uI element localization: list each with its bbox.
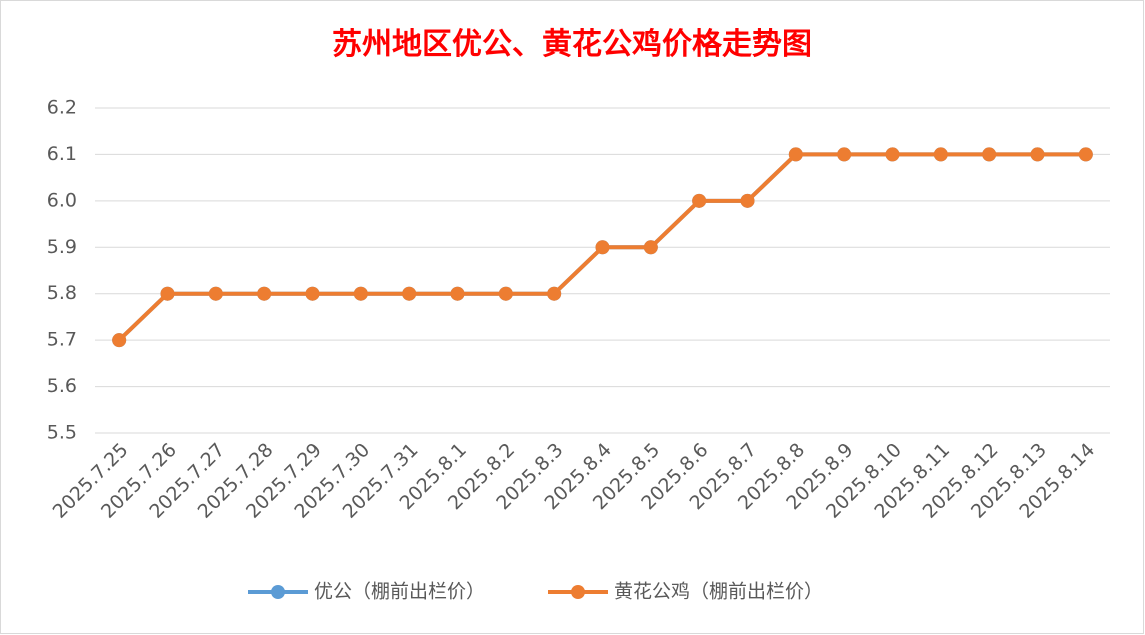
y-tick-label: 6.2 (47, 97, 77, 119)
legend-marker (571, 585, 585, 599)
point-marker (1030, 147, 1045, 162)
legend-label: 黄花公鸡（棚前出栏价） (614, 581, 823, 603)
point-marker (498, 286, 513, 301)
point-marker (305, 286, 320, 301)
point-marker (692, 193, 707, 208)
point-marker (788, 147, 803, 162)
point-marker (160, 286, 175, 301)
point-marker (257, 286, 272, 301)
chart-title: 苏州地区优公、黄花公鸡价格走势图 (332, 27, 812, 62)
point-marker (885, 147, 900, 162)
point-marker (643, 240, 658, 255)
point-marker (982, 147, 997, 162)
point-marker (208, 286, 223, 301)
y-tick-label: 5.9 (47, 236, 77, 258)
legend-marker (271, 585, 285, 599)
y-tick-label: 5.7 (47, 329, 77, 351)
point-marker (450, 286, 465, 301)
point-marker (402, 286, 417, 301)
legend-label: 优公（棚前出栏价） (314, 581, 485, 603)
y-tick-label: 6.0 (47, 189, 77, 211)
point-marker (595, 240, 610, 255)
point-marker (547, 286, 562, 301)
point-marker (353, 286, 368, 301)
y-tick-label: 5.6 (47, 375, 77, 397)
point-marker (933, 147, 948, 162)
point-marker (837, 147, 852, 162)
point-marker (1078, 147, 1093, 162)
y-tick-label: 6.1 (47, 143, 77, 165)
y-tick-label: 5.8 (47, 282, 77, 304)
point-marker (740, 193, 755, 208)
y-tick-label: 5.5 (47, 422, 77, 444)
point-marker (112, 333, 127, 348)
